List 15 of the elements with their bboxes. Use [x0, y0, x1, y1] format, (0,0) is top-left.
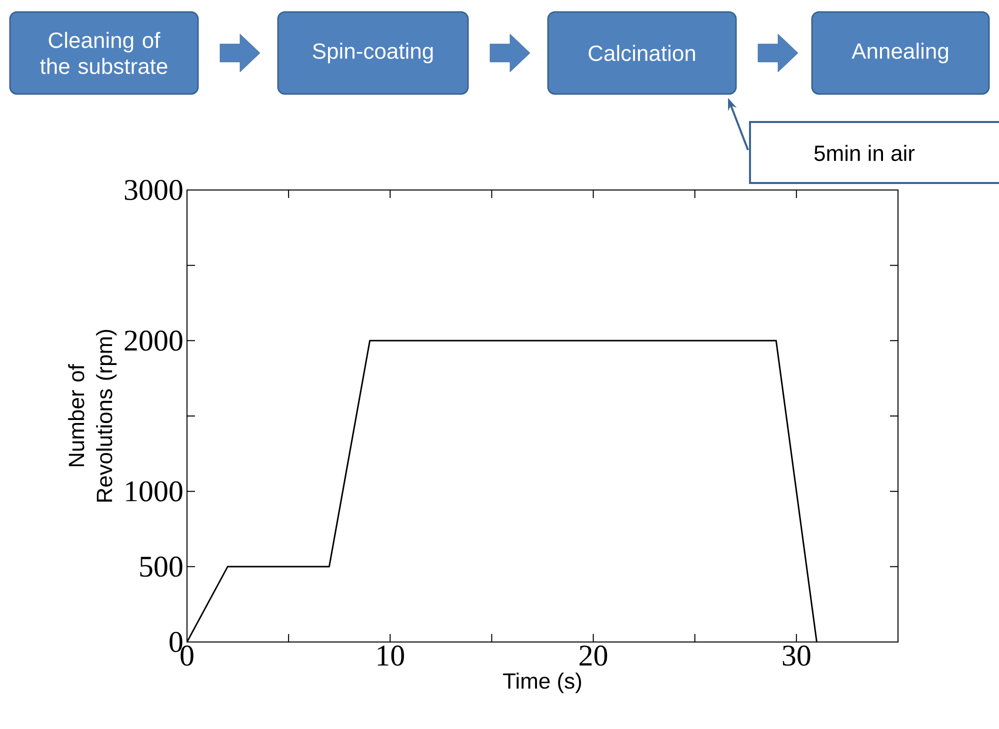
y-axis-title: Number of Revolutions (rpm) — [68, 330, 117, 502]
text: Spin-coating — [312, 42, 433, 64]
y-tick-label: 500 — [140, 556, 182, 577]
y-tick-label: 2000 — [124, 330, 182, 351]
x-tick-label: 10 — [378, 646, 404, 666]
y-tick-label: 3000 — [124, 180, 182, 200]
text: Calcination — [588, 44, 695, 62]
text: Cleaning of the substrate — [40, 32, 168, 74]
y-tick-label: 0 — [170, 632, 182, 652]
text: Annealing — [852, 42, 948, 64]
x-axis-title: Time (s) — [503, 672, 582, 694]
x-tick-label: 20 — [580, 646, 608, 666]
y-tick-label: 1000 — [126, 481, 182, 502]
text: 5min in air — [814, 144, 915, 162]
x-tick-label: 30 — [782, 646, 810, 666]
